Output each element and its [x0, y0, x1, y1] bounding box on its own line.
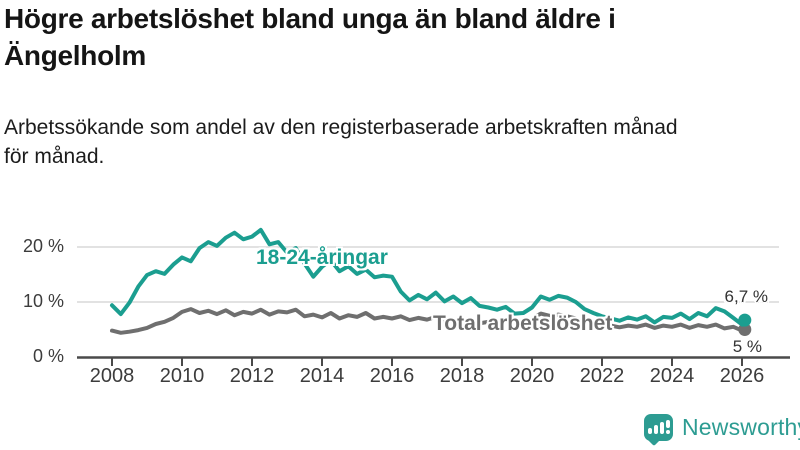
- x-axis-tick-label: 2022: [579, 365, 625, 387]
- newsworthy-wordmark: Newsworthy: [682, 414, 800, 440]
- exclamation-icon: [665, 420, 670, 434]
- x-axis-tick-label: 2026: [719, 365, 765, 387]
- x-axis-tick-label: 2016: [369, 365, 415, 387]
- x-axis-tick-label: 2018: [439, 365, 485, 387]
- x-axis-tick-label: 2010: [159, 365, 205, 387]
- bar-chart-icon: [659, 422, 664, 434]
- series-label-youth: 18-24-åringar: [256, 246, 388, 269]
- bar-chart-icon: [647, 428, 652, 434]
- end-value-youth: 6,7 %: [724, 287, 768, 306]
- page-title: Högre arbetslöshet bland unga än bland ä…: [4, 3, 616, 71]
- newsworthy-logo: Newsworthy: [644, 414, 800, 447]
- x-axis-tick-label: 2020: [509, 365, 555, 387]
- y-axis-tick-label: 20 %: [22, 236, 64, 256]
- x-axis-tick-label: 2008: [89, 365, 135, 387]
- x-axis-tick-label: 2012: [229, 365, 275, 387]
- x-axis-tick-label: 2024: [649, 365, 695, 387]
- x-axis-tick-label: 2014: [299, 365, 345, 387]
- chart-subtitle: Arbetssökande som andel av den registerb…: [4, 116, 678, 168]
- newsworthy-logo-icon: [644, 414, 673, 447]
- y-axis-tick-label: 0 %: [32, 346, 64, 366]
- y-axis-tick-label: 10 %: [22, 291, 64, 311]
- bar-chart-icon: [653, 425, 658, 434]
- end-value-total: 5 %: [732, 337, 762, 356]
- series-label-total: Total arbetslöshet: [433, 312, 613, 335]
